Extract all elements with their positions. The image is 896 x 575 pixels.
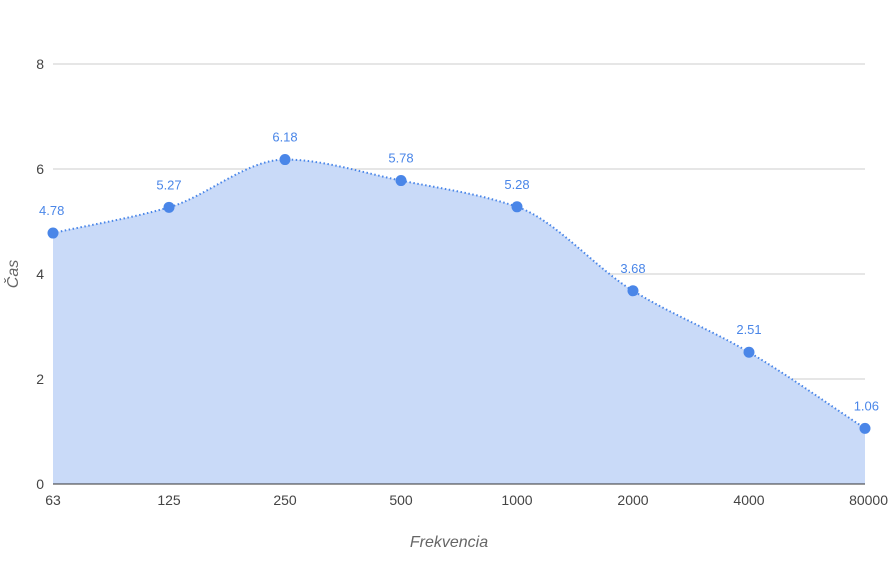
y-tick-label: 4 (36, 266, 44, 282)
data-point (163, 201, 175, 213)
data-label: 6.18 (272, 130, 297, 145)
y-tick-labels: 0 2 4 6 8 (36, 56, 44, 492)
y-tick-label: 6 (36, 161, 44, 177)
data-labels: 4.78 5.27 6.18 5.78 5.28 3.68 2.51 1.06 (39, 130, 879, 414)
data-point (859, 422, 871, 434)
y-tick-label: 2 (36, 371, 44, 387)
data-label: 2.51 (736, 322, 761, 337)
data-point (627, 285, 639, 297)
y-axis-title: Čas (3, 260, 22, 288)
data-point (511, 201, 523, 213)
data-point (743, 346, 755, 358)
data-label: 5.78 (388, 151, 413, 166)
x-axis-title: Frekvencia (410, 534, 488, 551)
data-label: 3.68 (620, 261, 645, 276)
area-fill (53, 159, 865, 485)
x-tick-label: 250 (273, 492, 297, 508)
data-label: 4.78 (39, 203, 64, 218)
x-tick-labels: 63 125 250 500 1000 2000 4000 80000 (45, 492, 888, 508)
x-tick-label: 125 (157, 492, 181, 508)
x-tick-label: 500 (389, 492, 413, 508)
x-tick-label: 80000 (849, 492, 888, 508)
data-point (395, 175, 407, 187)
data-label: 1.06 (854, 398, 879, 413)
x-tick-label: 2000 (617, 492, 648, 508)
x-tick-label: 63 (45, 492, 61, 508)
data-points (47, 154, 871, 434)
data-label: 5.27 (156, 177, 181, 192)
data-label: 5.28 (504, 177, 529, 192)
data-point (47, 227, 59, 239)
y-tick-label: 0 (36, 476, 44, 492)
x-tick-label: 1000 (501, 492, 532, 508)
data-point (279, 154, 291, 166)
y-tick-label: 8 (36, 56, 44, 72)
x-tick-label: 4000 (733, 492, 764, 508)
